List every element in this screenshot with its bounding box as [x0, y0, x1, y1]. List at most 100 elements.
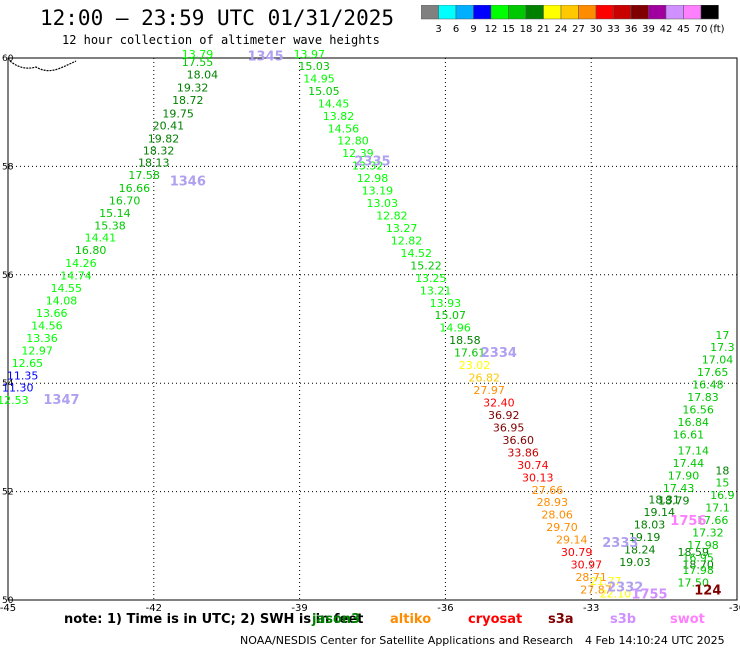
wave-height-value: 12.82 — [376, 210, 408, 223]
wave-height-value: 18.03 — [634, 518, 666, 531]
lon-tick-label: -39 — [291, 603, 307, 614]
mission-jason3: jason3 — [312, 612, 361, 627]
pass-number-label: 2332 — [607, 580, 643, 595]
wave-height-value: 18.13 — [138, 156, 170, 169]
wave-height-value: 21.77 — [590, 575, 622, 588]
wave-height-value: 17.3 — [710, 341, 735, 354]
wave-height-value: 19.32 — [177, 82, 209, 95]
pass-number-label: 1756 — [670, 514, 706, 529]
pass-number-label: 1755 — [631, 587, 667, 602]
scale-label: 12 — [485, 24, 498, 35]
pass-number-label: 1347 — [43, 393, 79, 408]
mission-s3b: s3b — [610, 612, 637, 627]
wave-height-value: 13.66 — [36, 307, 68, 320]
wave-height-value: 17 — [715, 329, 729, 342]
wave-height-value: 16.56 — [682, 404, 714, 417]
wave-height-value: 26.82 — [469, 372, 501, 385]
wave-height-value: 22.10 — [600, 587, 632, 600]
wave-height-value: 14.74 — [60, 270, 92, 283]
lon-tick-label: -30 — [729, 603, 740, 614]
wave-height-value: 30.13 — [522, 471, 554, 484]
mission-swot: swot — [670, 612, 705, 627]
wave-height-value: 15.14 — [99, 207, 131, 220]
wave-height-value: 14.45 — [318, 97, 350, 110]
wave-height-value: 19.14 — [643, 506, 675, 519]
wave-height-value: 29.14 — [556, 534, 588, 547]
pass-number-label: 124 — [694, 584, 721, 599]
wave-height-value: 36.92 — [488, 409, 520, 422]
wave-height-value: 18.58 — [449, 334, 481, 347]
wave-height-value: 13.97 — [294, 48, 326, 61]
scale-label: 9 — [470, 24, 476, 35]
wave-height-value: 14.41 — [85, 232, 117, 245]
wave-height-value: 17.55 — [182, 56, 214, 69]
wave-height-value: 14.26 — [65, 257, 97, 270]
wave-height-value: 15.07 — [435, 309, 467, 322]
wave-height-value: 17.44 — [673, 457, 705, 470]
wave-height-value: 17.98 — [687, 539, 719, 552]
wave-height-value: 28.06 — [541, 509, 573, 522]
wave-height-value: 13.03 — [366, 197, 398, 210]
wave-height-value: 17.1 — [705, 502, 730, 515]
wave-height-value: 28.71 — [575, 571, 607, 584]
wave-height-value: 17.58 — [128, 169, 160, 182]
lat-tick-label: 56 — [2, 271, 14, 281]
scale-label: 45 — [677, 24, 690, 35]
wave-height-value: 16.95 — [682, 552, 714, 565]
wave-height-value: 36.95 — [493, 421, 525, 434]
wave-height-value: 14.52 — [400, 247, 432, 260]
wave-height-value: 13.25 — [415, 272, 447, 285]
lat-tick-label: 52 — [2, 488, 13, 498]
scale-swatch — [700, 5, 719, 20]
wave-height-value: 19.82 — [148, 133, 180, 146]
lat-tick-label: 54 — [2, 379, 14, 389]
wave-height-value: 18 — [715, 464, 729, 477]
track-layer: 13.7917.5518.0419.3218.7219.7520.4119.82… — [0, 48, 735, 602]
lon-tick-label: -42 — [146, 603, 162, 614]
wave-height-value: 16.84 — [678, 416, 710, 429]
color-scale-legend: 3 6 9 12 15 18 21 24 27 30 33 36 39 42 45 70 (ft) — [421, 5, 725, 35]
wave-height-value: 27.87 — [580, 583, 612, 596]
wave-height-value: 17.43 — [663, 482, 695, 495]
pass-number-label: 2335 — [354, 154, 390, 169]
wave-height-value: 18.04 — [187, 69, 219, 82]
wave-height-value: 14.56 — [328, 122, 360, 135]
lat-tick-label: 60 — [2, 54, 14, 64]
map-frame — [7, 57, 738, 601]
wave-height-value: 13.21 — [420, 284, 452, 297]
wave-height-value: 12.39 — [342, 147, 374, 160]
pass-number-label: 2333 — [602, 536, 638, 551]
wave-height-value: 18.79 — [658, 495, 690, 508]
wave-height-value: 16.48 — [692, 379, 724, 392]
wave-height-value: 19.19 — [629, 531, 661, 544]
lon-tick-label: -33 — [583, 603, 599, 614]
mission-s3a: s3a — [548, 612, 574, 627]
wave-height-value: 13.27 — [386, 222, 418, 235]
wave-height-value: 13.82 — [323, 110, 355, 123]
pass-number-label: 1345 — [247, 50, 283, 65]
wave-height-value: 11.30 — [2, 381, 34, 394]
wave-height-value: 30.79 — [561, 546, 593, 559]
scale-unit: (ft) — [709, 24, 724, 35]
scale-label: 18 — [520, 24, 533, 35]
wave-height-value: 12.53 — [0, 394, 29, 407]
wave-height-value: 12.82 — [391, 234, 423, 247]
wave-height-value: 12.65 — [12, 357, 44, 370]
footer-note: note: 1) Time is in UTC; 2) SWH is in fe… — [64, 612, 364, 627]
wave-height-value: 17.61 — [454, 347, 486, 360]
wave-height-value: 30.74 — [517, 459, 549, 472]
mission-altiko: altiko — [390, 612, 432, 627]
wave-height-value: 16.61 — [673, 428, 705, 441]
wave-height-value: 17.98 — [682, 564, 714, 577]
wave-height-value: 30.97 — [571, 559, 603, 572]
wave-height-value: 13.93 — [430, 297, 462, 310]
wave-height-value: 18.70 — [682, 559, 714, 572]
wave-height-value: 20.41 — [153, 120, 185, 133]
wave-height-value: 12.80 — [337, 135, 369, 148]
lat-tick-label: 58 — [2, 162, 14, 172]
wave-height-value: 16.70 — [109, 194, 141, 207]
lon-tick-label: -45 — [0, 603, 16, 614]
wave-height-value: 28.93 — [537, 496, 569, 509]
scale-label: 24 — [555, 24, 568, 35]
coastline — [9, 60, 77, 72]
